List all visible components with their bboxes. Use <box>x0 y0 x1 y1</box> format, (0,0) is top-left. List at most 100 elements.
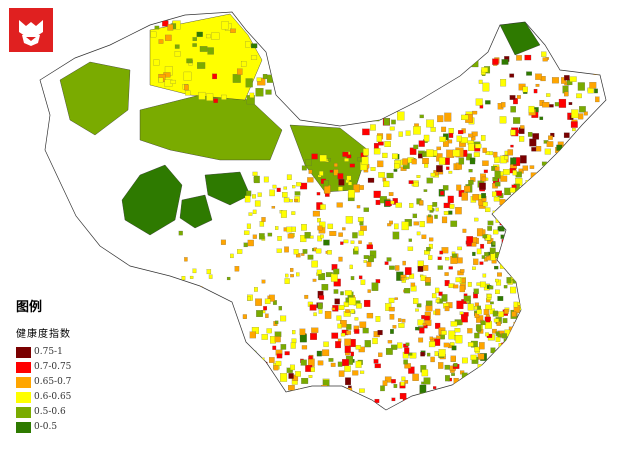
county-patch <box>327 391 332 395</box>
county-patch <box>307 177 314 183</box>
county-patch <box>427 204 433 211</box>
county-patch <box>289 199 293 203</box>
county-patch <box>416 231 421 236</box>
county-patch <box>391 119 396 125</box>
county-patch <box>404 380 409 384</box>
county-patch <box>438 349 446 357</box>
county-patch <box>559 184 567 192</box>
county-patch <box>575 67 580 72</box>
county-patch <box>582 135 588 142</box>
county-patch <box>474 217 479 222</box>
county-patch <box>591 160 599 167</box>
county-patch <box>272 345 277 350</box>
county-patch <box>417 153 423 159</box>
county-patch <box>496 279 502 286</box>
county-patch <box>308 355 313 360</box>
county-patch <box>507 253 514 260</box>
county-patch <box>510 129 516 136</box>
county-patch <box>337 323 342 329</box>
county-patch <box>359 388 365 393</box>
county-patch <box>509 226 515 231</box>
county-patch <box>353 184 360 193</box>
county-patch <box>508 257 515 266</box>
county-patch <box>506 241 511 246</box>
county-patch <box>192 37 197 41</box>
county-patch <box>599 152 603 156</box>
county-patch <box>448 170 453 174</box>
county-patch <box>492 58 499 65</box>
county-patch <box>480 243 485 249</box>
county-patch <box>423 265 429 271</box>
county-patch <box>511 240 518 245</box>
county-patch <box>313 312 317 317</box>
county-patch <box>317 218 321 223</box>
county-patch <box>502 384 510 391</box>
county-patch <box>178 230 183 236</box>
county-patch <box>595 176 601 180</box>
county-patch <box>275 226 279 230</box>
county-patch <box>519 284 525 289</box>
county-patch <box>464 390 470 396</box>
county-patch <box>344 345 351 353</box>
county-patch <box>443 342 450 348</box>
county-patch <box>242 314 247 319</box>
region-northeast-tip <box>499 21 541 56</box>
county-patch <box>512 248 520 257</box>
legend-title: 图例 <box>16 300 43 315</box>
county-patch <box>350 240 355 244</box>
county-patch <box>587 196 594 203</box>
county-patch <box>261 279 266 284</box>
county-patch <box>318 295 325 300</box>
county-patch <box>250 358 256 363</box>
county-patch <box>290 274 294 278</box>
county-patch <box>529 165 535 169</box>
county-patch <box>391 397 396 402</box>
county-patch <box>271 206 276 209</box>
county-patch <box>586 61 591 66</box>
county-patch <box>359 185 364 190</box>
county-patch <box>251 43 258 49</box>
county-patch <box>241 61 247 67</box>
county-patch <box>335 390 340 396</box>
county-patch <box>512 279 518 284</box>
county-patch <box>331 307 336 311</box>
county-patch <box>438 157 446 165</box>
county-patch <box>583 176 590 184</box>
county-patch <box>468 143 475 152</box>
county-patch <box>330 273 338 282</box>
county-patch <box>252 209 257 214</box>
county-patch <box>386 172 394 179</box>
county-patch <box>598 137 603 143</box>
county-patch <box>398 323 405 328</box>
county-patch <box>304 232 311 239</box>
county-patch <box>500 218 506 224</box>
county-patch <box>517 248 522 254</box>
county-patch <box>247 356 255 364</box>
county-patch <box>556 144 563 151</box>
legend-label: 0-0.5 <box>34 422 58 432</box>
county-patch <box>510 346 517 352</box>
county-patch <box>571 109 579 119</box>
county-patch <box>445 375 450 382</box>
county-patch <box>576 93 582 99</box>
county-patch <box>522 165 529 171</box>
county-patch <box>287 233 294 239</box>
county-patch <box>169 277 174 282</box>
county-patch <box>483 169 488 173</box>
county-patch <box>252 171 258 176</box>
county-patch <box>535 146 542 152</box>
county-patch <box>389 314 395 320</box>
county-patch <box>565 146 570 151</box>
county-patch <box>538 198 546 206</box>
county-patch <box>497 333 502 338</box>
county-patch <box>354 317 359 321</box>
county-patch <box>276 248 282 253</box>
county-patch <box>403 359 408 365</box>
county-patch <box>438 291 443 296</box>
county-patch <box>377 160 384 168</box>
county-patch <box>367 289 371 293</box>
county-patch <box>162 20 169 27</box>
county-patch <box>440 396 445 403</box>
county-patch <box>519 313 524 318</box>
